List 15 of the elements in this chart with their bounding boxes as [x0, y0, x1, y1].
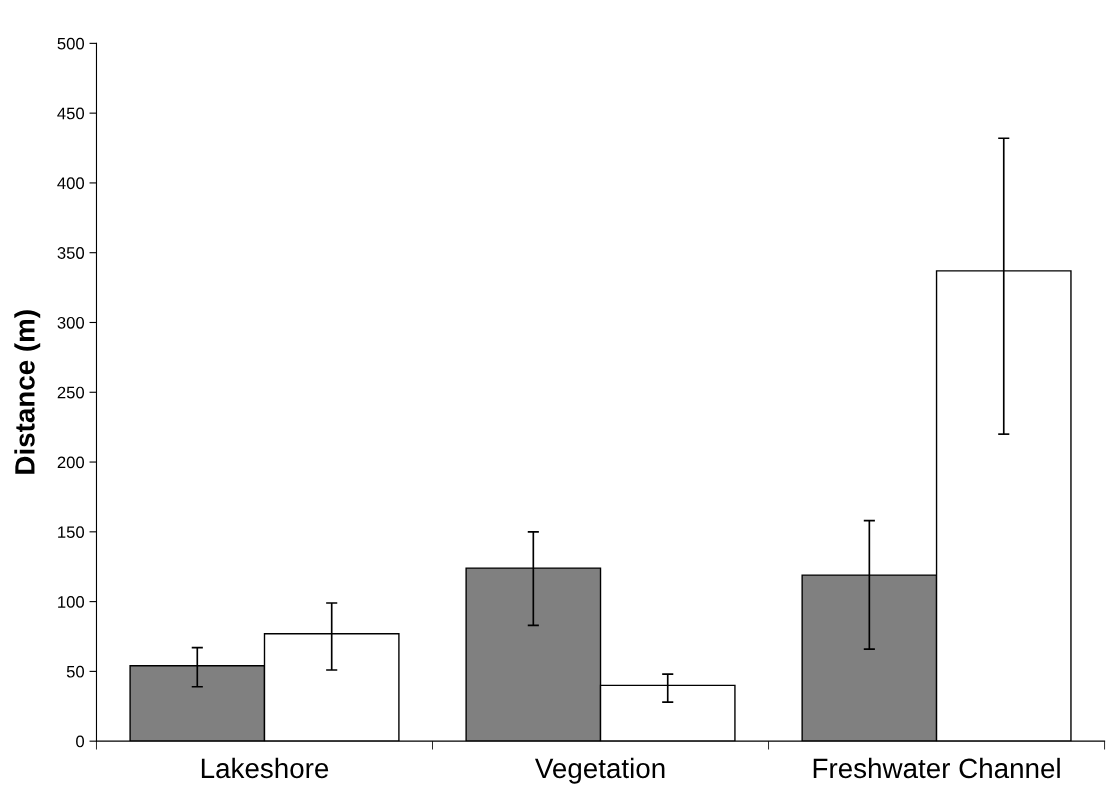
y-tick-label: 200 [57, 456, 85, 469]
x-tick-label: Lakeshore [201, 757, 329, 779]
y-tick-label: 100 [58, 596, 85, 608]
y-tick-label: 350 [57, 247, 85, 259]
x-tick-label: Vegetation [535, 757, 665, 784]
y-tick-label: 500 [57, 37, 85, 50]
x-tick-label: Freshwater Channel [813, 757, 1060, 779]
y-tick-label: 450 [57, 107, 85, 120]
y-axis-title: Distance (m) [14, 310, 41, 474]
y-tick-label: 400 [57, 177, 85, 190]
y-tick-label: 50 [66, 665, 85, 678]
y-tick-label: 300 [57, 316, 85, 329]
y-tick-label: 250 [57, 386, 85, 399]
y-tick-label: 0 [76, 735, 85, 748]
y-tick-label: 150 [58, 526, 85, 539]
